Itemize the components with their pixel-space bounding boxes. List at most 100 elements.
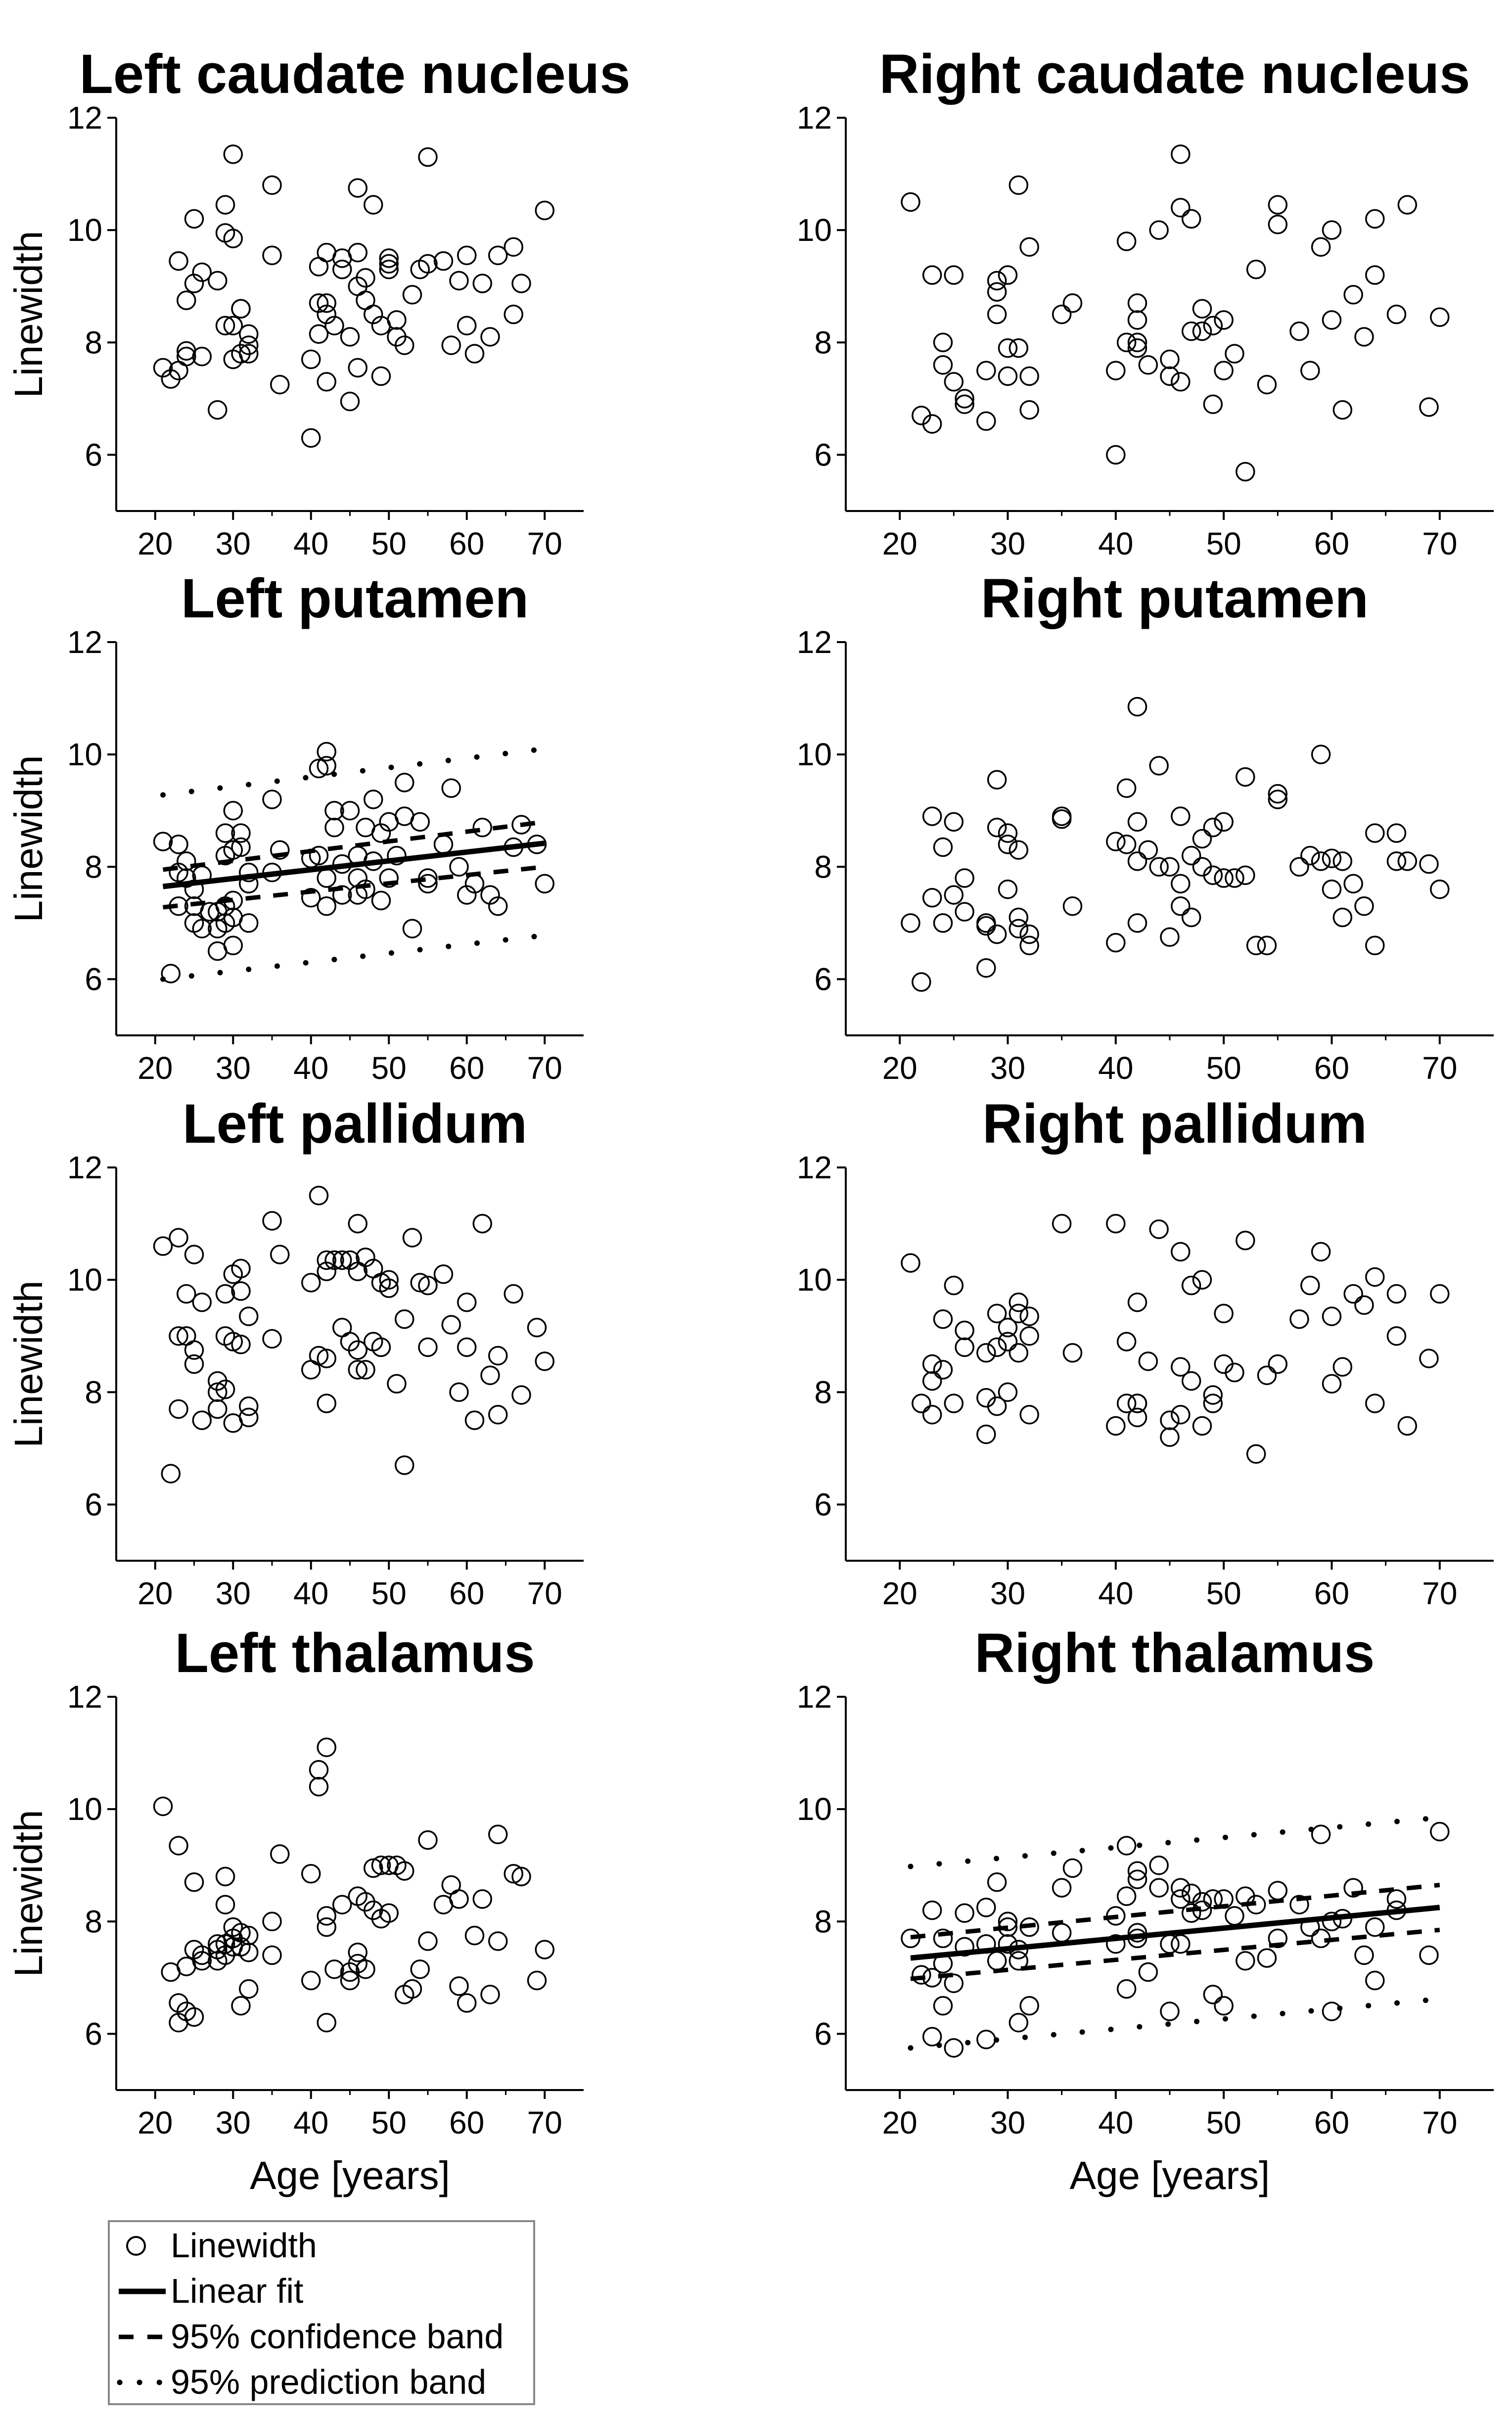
panel-left-thalamus-point — [418, 1931, 438, 1951]
panel-left-pallidum-point — [262, 1211, 282, 1231]
panel-left-caudate-nucleus-point — [239, 324, 259, 344]
panel-left-thalamus-point — [464, 1925, 485, 1946]
panel-left-thalamus-point — [262, 1911, 282, 1932]
panel-left-caudate-nucleus-point — [504, 237, 523, 257]
panel-right-pallidum-y-tick-label: 12 — [797, 1150, 832, 1185]
panel-right-thalamus-point — [1203, 1889, 1223, 1909]
panel-left-caudate-nucleus-point — [480, 327, 500, 347]
panel-right-putamen-point — [1192, 829, 1212, 849]
panel-right-caudate-nucleus-point — [1127, 338, 1147, 358]
panel-right-putamen-x-tick-label: 60 — [1314, 1050, 1349, 1086]
panel-left-thalamus-point — [340, 1970, 360, 1991]
panel-left-caudate-nucleus-point — [418, 147, 438, 167]
panel-left-pallidum-point — [161, 1464, 181, 1484]
panel-right-putamen-point — [1225, 868, 1244, 888]
panel-right-pallidum-point — [998, 1332, 1018, 1351]
panel-left-putamen-point — [223, 840, 243, 860]
panel-right-thalamus-point — [1214, 1996, 1234, 2016]
panel-left-pallidum-point — [332, 1250, 352, 1270]
panel-left-putamen-point — [340, 800, 360, 821]
panel-right-caudate-nucleus-point — [1386, 304, 1407, 325]
panel-left-pallidum-point — [309, 1346, 329, 1366]
panel-left-caudate-nucleus-point — [192, 346, 212, 367]
panel-right-putamen-point — [1322, 879, 1342, 899]
panel-left-thalamus-y-tick-label: 12 — [67, 1679, 102, 1715]
legend-conf-label: 95% confidence band — [171, 2317, 504, 2356]
panel-left-pallidum-point — [449, 1382, 469, 1402]
panel-right-thalamus-point — [1008, 1951, 1029, 1971]
panel-right-caudate-nucleus-point — [1203, 316, 1223, 335]
panel-right-thalamus-point — [1019, 1996, 1039, 2016]
panel-left-thalamus-point — [301, 1864, 321, 1884]
panel-right-pallidum-point — [1019, 1404, 1039, 1425]
panel-right-thalamus-x-tick-label: 30 — [990, 2105, 1025, 2141]
panel-right-putamen-point — [1322, 848, 1342, 868]
panel-right-thalamus-point — [1268, 1928, 1288, 1949]
panel-right-pallidum-point — [1062, 1343, 1083, 1363]
panel-right-pallidum-point — [1289, 1309, 1309, 1329]
panel-right-thalamus-point — [998, 1934, 1018, 1954]
panel-right-putamen-point — [1354, 896, 1374, 916]
panel-left-pallidum-point — [169, 1326, 188, 1346]
panel-right-pallidum-point — [1203, 1385, 1223, 1405]
panel-left-caudate-nucleus-point — [262, 245, 282, 265]
panel-right-thalamus-point — [955, 1937, 974, 1957]
panel-left-putamen-ylabel: Linewidth — [6, 755, 50, 922]
legend-fit-label: Linear fit — [171, 2272, 303, 2310]
panel-right-caudate-nucleus-point — [1008, 175, 1029, 195]
panel-right-caudate-nucleus-point — [944, 265, 964, 285]
panel-right-pallidum-x-tick-label: 30 — [990, 1576, 1025, 1611]
panel-left-pallidum-point — [511, 1385, 531, 1405]
panel-right-putamen-point — [1246, 935, 1266, 956]
panel-left-caudate-nucleus-point — [301, 428, 321, 448]
panel-right-putamen-point — [1268, 790, 1288, 809]
panel-right-pallidum-point — [1106, 1416, 1126, 1436]
panel-right-pallidum-point — [1019, 1306, 1039, 1326]
panel-left-thalamus-point — [153, 1796, 173, 1816]
panel-right-putamen-point — [998, 823, 1018, 843]
panel-right-caudate-nucleus-point — [955, 389, 974, 409]
panel-right-pallidum-point — [1365, 1267, 1385, 1287]
panel-left-putamen-confidence-band-lower — [163, 864, 545, 910]
panel-left-putamen-linear-fit — [162, 840, 545, 889]
panel-left-putamen-point — [309, 758, 329, 779]
panel-left-pallidum-point — [504, 1284, 523, 1304]
panel-right-putamen-point — [1311, 745, 1331, 764]
panel-right-putamen-point — [1127, 913, 1147, 933]
panel-right-thalamus-point — [1171, 1934, 1191, 1954]
panel-left-thalamus-point — [402, 1979, 422, 1999]
panel-right-pallidum-point — [1386, 1326, 1407, 1346]
panel-left-thalamus-point — [231, 1923, 251, 1943]
panel-right-pallidum-point — [987, 1303, 1007, 1324]
panel-left-caudate-nucleus-point — [472, 274, 492, 293]
panel-left-putamen-point — [371, 890, 391, 911]
panel-left-pallidum-point — [488, 1404, 508, 1425]
panel-right-pallidum-point — [1386, 1284, 1407, 1304]
panel-right-putamen-point — [1419, 854, 1439, 874]
panel-left-caudate-nucleus-point — [208, 271, 228, 291]
panel-right-putamen-point — [987, 924, 1007, 944]
panel-right-thalamus-point — [1214, 1889, 1234, 1909]
panel-right-thalamus-point — [922, 2027, 942, 2047]
panel-left-pallidum-point — [324, 1250, 344, 1270]
panel-right-putamen-point — [901, 913, 920, 933]
panel-right-caudate-nucleus-point — [1192, 299, 1212, 319]
panel-right-putamen-point — [1236, 865, 1255, 885]
panel-left-pallidum-point — [317, 1394, 336, 1413]
panel-left-caudate-nucleus-point — [402, 285, 422, 305]
panel-left-putamen-point — [379, 868, 399, 888]
panel-left-putamen-point — [239, 913, 259, 933]
panel-right-pallidum-y-tick-label: 6 — [814, 1487, 832, 1522]
panel-left-thalamus-x-tick-label: 30 — [216, 2105, 251, 2141]
panel-left-putamen-prediction-band-upper — [160, 746, 548, 798]
panel-right-thalamus-point — [1171, 1878, 1191, 1898]
panel-left-putamen-point — [472, 818, 492, 838]
panel-right-putamen-point — [1343, 874, 1363, 894]
panel-right-putamen-point — [1386, 851, 1407, 871]
panel-right-putamen-point — [1149, 857, 1169, 877]
panel-right-thalamus-point — [1127, 1861, 1147, 1881]
panel-right-thalamus-x-tick-label: 50 — [1206, 2105, 1241, 2141]
panel-right-thalamus-y-tick-label: 10 — [797, 1791, 832, 1827]
panel-right-putamen-point — [922, 806, 942, 826]
panel-right-thalamus-point — [1138, 1962, 1158, 1982]
